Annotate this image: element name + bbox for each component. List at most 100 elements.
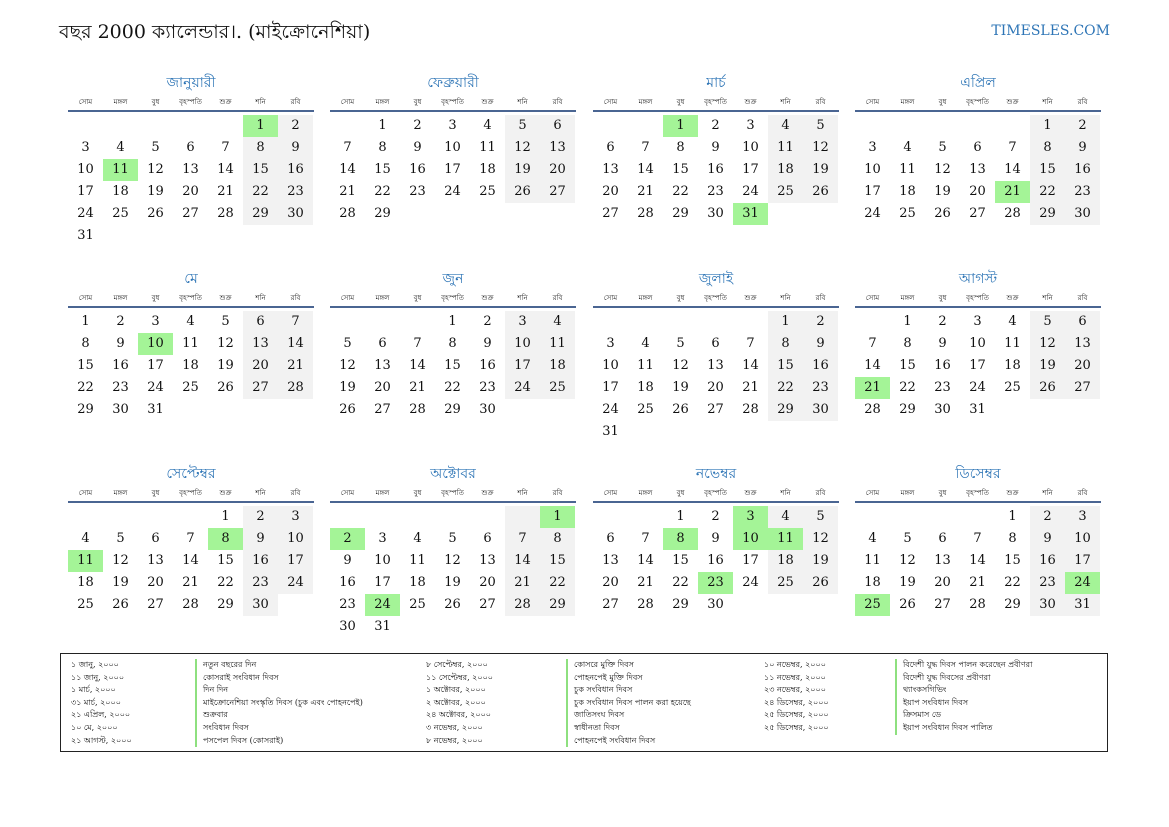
day-cell[interactable]: 26 bbox=[505, 181, 540, 203]
day-cell[interactable]: 3 bbox=[606, 336, 615, 351]
day-cell[interactable]: 23 bbox=[934, 380, 951, 395]
day-cell[interactable]: 11 bbox=[68, 550, 103, 572]
day-cell[interactable]: 13 bbox=[182, 162, 199, 177]
day-cell[interactable]: 1 bbox=[81, 314, 90, 329]
day-cell[interactable]: 15 bbox=[899, 358, 916, 373]
day-cell[interactable]: 19 bbox=[112, 575, 129, 590]
day-cell[interactable]: 27 bbox=[602, 206, 619, 221]
day-cell[interactable]: 4 bbox=[186, 314, 195, 329]
day-cell[interactable]: 20 bbox=[602, 184, 619, 199]
day-cell[interactable]: 8 bbox=[1008, 531, 1017, 546]
day-cell[interactable]: 6 bbox=[973, 140, 982, 155]
day-cell[interactable]: 12 bbox=[147, 162, 164, 177]
day-cell[interactable]: 8 bbox=[663, 528, 698, 550]
day-cell[interactable]: 28 bbox=[637, 597, 654, 612]
day-cell[interactable]: 27 bbox=[602, 597, 619, 612]
day-cell[interactable]: 7 bbox=[186, 531, 195, 546]
day-cell[interactable]: 9 bbox=[711, 531, 720, 546]
day-cell[interactable]: 8 bbox=[81, 336, 90, 351]
day-cell[interactable]: 23 bbox=[339, 597, 356, 612]
day-cell[interactable]: 13 bbox=[602, 553, 619, 568]
day-cell[interactable]: 2 bbox=[1030, 506, 1065, 528]
day-cell[interactable]: 18 bbox=[112, 184, 129, 199]
day-cell[interactable]: 4 bbox=[483, 118, 492, 133]
day-cell[interactable]: 14 bbox=[864, 358, 881, 373]
day-cell[interactable]: 10 bbox=[969, 336, 986, 351]
day-cell[interactable]: 14 bbox=[409, 358, 426, 373]
day-cell[interactable]: 9 bbox=[278, 137, 313, 159]
day-cell[interactable]: 2 bbox=[803, 311, 838, 333]
day-cell[interactable]: 13 bbox=[540, 137, 575, 159]
day-cell[interactable]: 14 bbox=[742, 358, 759, 373]
day-cell[interactable]: 1 bbox=[378, 118, 387, 133]
day-cell[interactable]: 21 bbox=[637, 575, 654, 590]
day-cell[interactable]: 27 bbox=[969, 206, 986, 221]
day-cell[interactable]: 2 bbox=[278, 115, 313, 137]
day-cell[interactable]: 10 bbox=[1065, 528, 1100, 550]
day-cell[interactable]: 18 bbox=[540, 355, 575, 377]
day-cell[interactable]: 15 bbox=[672, 162, 689, 177]
day-cell[interactable]: 29 bbox=[243, 203, 278, 225]
day-cell[interactable]: 17 bbox=[1065, 550, 1100, 572]
day-cell[interactable]: 10 bbox=[733, 528, 768, 550]
day-cell[interactable]: 29 bbox=[672, 597, 689, 612]
day-cell[interactable]: 29 bbox=[540, 594, 575, 616]
day-cell[interactable]: 14 bbox=[637, 162, 654, 177]
day-cell[interactable]: 17 bbox=[278, 550, 313, 572]
day-cell[interactable]: 9 bbox=[243, 528, 278, 550]
day-cell[interactable]: 28 bbox=[742, 402, 759, 417]
day-cell[interactable]: 6 bbox=[151, 531, 160, 546]
day-cell[interactable]: 23 bbox=[1065, 181, 1100, 203]
day-cell[interactable]: 21 bbox=[995, 181, 1030, 203]
day-cell[interactable]: 18 bbox=[77, 575, 94, 590]
day-cell[interactable]: 11 bbox=[768, 137, 803, 159]
day-cell[interactable]: 13 bbox=[147, 553, 164, 568]
day-cell[interactable]: 23 bbox=[243, 572, 278, 594]
day-cell[interactable]: 15 bbox=[374, 162, 391, 177]
day-cell[interactable]: 25 bbox=[112, 206, 129, 221]
day-cell[interactable]: 16 bbox=[409, 162, 426, 177]
day-cell[interactable]: 29 bbox=[1030, 203, 1065, 225]
day-cell[interactable]: 15 bbox=[672, 553, 689, 568]
day-cell[interactable]: 26 bbox=[112, 597, 129, 612]
day-cell[interactable]: 15 bbox=[243, 159, 278, 181]
day-cell[interactable]: 29 bbox=[374, 206, 391, 221]
day-cell[interactable]: 8 bbox=[243, 137, 278, 159]
day-cell[interactable]: 4 bbox=[768, 115, 803, 137]
day-cell[interactable]: 28 bbox=[969, 597, 986, 612]
day-cell[interactable]: 3 bbox=[278, 506, 313, 528]
day-cell[interactable]: 11 bbox=[864, 553, 881, 568]
day-cell[interactable]: 19 bbox=[899, 575, 916, 590]
day-cell[interactable]: 26 bbox=[803, 572, 838, 594]
day-cell[interactable]: 22 bbox=[899, 380, 916, 395]
day-cell[interactable]: 24 bbox=[864, 206, 881, 221]
day-cell[interactable]: 6 bbox=[711, 336, 720, 351]
day-cell[interactable]: 5 bbox=[803, 506, 838, 528]
day-cell[interactable]: 27 bbox=[707, 402, 724, 417]
day-cell[interactable]: 19 bbox=[339, 380, 356, 395]
day-cell[interactable]: 30 bbox=[479, 402, 496, 417]
day-cell[interactable]: 28 bbox=[409, 402, 426, 417]
day-cell[interactable]: 2 bbox=[413, 118, 422, 133]
day-cell[interactable]: 18 bbox=[768, 159, 803, 181]
day-cell[interactable]: 24 bbox=[77, 206, 94, 221]
day-cell[interactable]: 31 bbox=[374, 619, 391, 634]
day-cell[interactable]: 8 bbox=[378, 140, 387, 155]
day-cell[interactable]: 19 bbox=[147, 184, 164, 199]
day-cell[interactable]: 11 bbox=[899, 162, 916, 177]
day-cell[interactable]: 1 bbox=[1008, 509, 1017, 524]
day-cell[interactable]: 10 bbox=[138, 333, 173, 355]
day-cell[interactable]: 25 bbox=[540, 377, 575, 399]
day-cell[interactable]: 1 bbox=[1030, 115, 1065, 137]
day-cell[interactable]: 13 bbox=[934, 553, 951, 568]
day-cell[interactable]: 30 bbox=[1065, 203, 1100, 225]
day-cell[interactable]: 22 bbox=[243, 181, 278, 203]
day-cell[interactable]: 25 bbox=[855, 594, 890, 616]
day-cell[interactable]: 9 bbox=[803, 333, 838, 355]
day-cell[interactable]: 8 bbox=[903, 336, 912, 351]
day-cell[interactable]: 13 bbox=[1065, 333, 1100, 355]
day-cell[interactable]: 18 bbox=[409, 575, 426, 590]
day-cell[interactable]: 17 bbox=[742, 162, 759, 177]
day-cell[interactable]: 2 bbox=[330, 528, 365, 550]
day-cell[interactable]: 24 bbox=[444, 184, 461, 199]
